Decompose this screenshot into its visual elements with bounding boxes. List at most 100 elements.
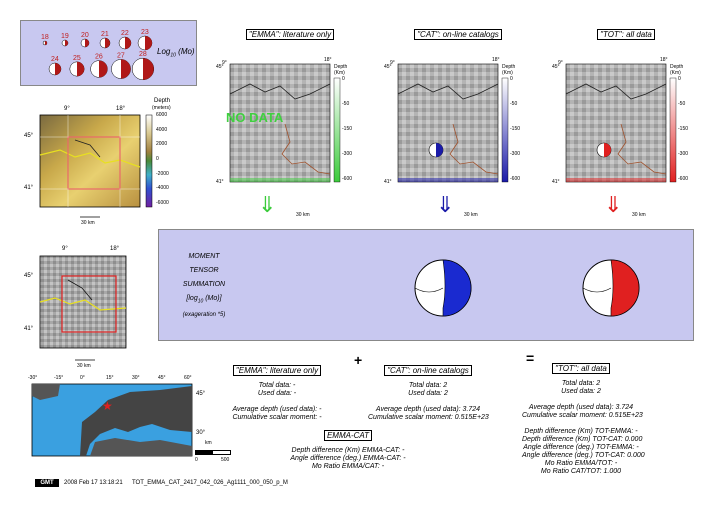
beachball-compression [125,37,131,49]
minimap-mid-lat-1: 41° [24,326,34,332]
world-map-lon-label: 60° [184,375,192,381]
panel-scale-label: 30 km [464,212,478,218]
world-map: ★ -30° -15° 0° 15° 30° 45° 60° 45° 30° [20,372,220,472]
minimap-mid-canvas [39,255,127,361]
stats-cat-title: "CAT": on-line catalogs [384,365,472,376]
minimap-mid-lon-1: 18° [110,246,120,252]
magnitude-legend: 18 19 20 21 22 23 24 25 26 27 28 Log10 (Mo) [20,20,197,86]
stats-line: Depth difference (Km) TOT-CAT: 0.000 [522,436,643,443]
world-map-lon-label: -30° [28,375,38,381]
world-map-lat-0: 45° [196,391,206,397]
stats-emma-title: "EMMA": literature only [232,365,322,376]
panel-depth-tick: -150 [342,126,353,132]
panel-depth-tick: -600 [678,176,689,182]
stats-emmacat-title: EMMA-CAT [323,430,373,441]
tot-beachball [582,259,640,317]
minimap-top-depth-tick: 4000 [156,126,168,133]
stats-line [522,396,640,404]
stats-line: Cumulative scalar moment: - [232,414,322,421]
stats-line [222,398,332,406]
beachball-compression [45,41,47,45]
panel-depth-tick: 0 [678,76,681,82]
panel-depth-tick: -300 [510,151,521,157]
panel-scale-label: 30 km [296,212,310,218]
magnitude-label: 20 [81,32,89,39]
minimap-top-depth-tick: 6000 [156,112,168,118]
magnitude-label: 27 [117,52,125,59]
panel-depth-title: Depth [334,64,348,70]
stats-line: Used data: 2 [561,388,601,395]
minimap-top-lon-0: 9° [64,106,70,112]
beachball-compression [143,58,154,80]
summary-label: MOMENT TENSOR SUMMATION [log10 (Mo)] (ex… [164,250,244,322]
stats-line: Cumulative scalar moment: 0.515E+23 [368,414,489,421]
panel-depth-unit: (Km) [670,70,681,76]
stats-line: Cumulative scalar moment: 0.515E+23 [522,412,643,419]
moment-tensor-summary: MOMENT TENSOR SUMMATION [log10 (Mo)] (ex… [158,229,694,341]
panel-depth-tick: 0 [510,76,513,82]
panel-event-beachball [428,142,444,158]
panel-map [565,63,677,183]
minimap-top-lat-0: 45° [24,133,34,139]
summary-line-1: MOMENT [188,253,220,260]
footer-timestamp: 2008 Feb 17 13:18:21 [64,480,123,486]
stats-line: Used data: 2 [408,390,448,397]
world-map-scale-tick-0: 0 [195,457,198,463]
world-map-scale-unit: km [205,440,212,446]
stats-tot-title: "TOT": all data [552,363,610,374]
beachball-compression [85,39,89,47]
stats-line: Total data: - [258,382,296,389]
no-data-overlay: NO DATA [226,110,284,125]
svg-text:★: ★ [102,399,113,413]
world-map-lon-label: -15° [54,375,64,381]
panel-depth-unit: (Km) [502,70,513,76]
panel-lon-0: 9° [390,60,395,66]
panel-depth-title: Depth [670,64,684,70]
stats-line: Used data: - [257,390,297,397]
beachball-compression [55,63,61,75]
stats-line: Depth difference (Km) TOT-EMMA: - [524,428,638,435]
panel-lat-0: 45° [216,64,224,70]
panel-lon-1: 18° [492,57,500,63]
magnitude-label: 25 [73,55,81,62]
panel-lat-1: 41° [384,179,392,185]
panel-depth-tick: -50 [342,101,350,107]
world-map-scale: km 0 500 [193,440,233,470]
panel-depth-tick: -300 [342,151,353,157]
minimap-top-depth-tick: -4000 [156,185,169,192]
magnitude-label: 24 [51,56,59,63]
summary-line-2: TENSOR [189,267,219,274]
minimap-mid-lon-0: 9° [62,246,68,252]
panel-title: "CAT": on-line catalogs [414,29,502,40]
panel-lat-0: 45° [384,64,392,70]
minimap-mid: 9° 18° 45° 41° 30 km [20,240,130,370]
panel-depth-title: Depth [502,64,516,70]
panel-depth-tick: -600 [510,176,521,182]
stats-emma: "EMMA": literature only Total data: - Use… [222,360,332,422]
minimap-top-depth-ticks: 6000 4000 2000 0 -2000 -4000 -6000 [156,112,190,207]
stats-line: Average depth (used data): - [232,406,322,413]
panel-lon-0: 9° [558,60,563,66]
minimap-top-canvas [39,114,153,218]
cat-beachball [414,259,472,317]
stats-line: Average depth (used data): 3.724 [375,406,481,413]
world-map-scale-bar [195,450,231,455]
panel-lat-1: 41° [552,179,560,185]
beachball-compression [121,59,131,79]
panel-depth-unit: (Km) [334,70,345,76]
panel-0: "EMMA": literature only [210,24,370,224]
stats-line: Mo Ratio EMMA/TOT: - [544,460,618,467]
stats-line [368,398,488,406]
panel-lat-0: 45° [552,64,560,70]
magnitude-label: 19 [61,33,69,40]
panel-depth-tick: -600 [342,176,353,182]
world-map-scale-tick-1: 500 [221,457,230,463]
panel-down-arrow: ⇓ [436,192,455,217]
minimap-top-depth-unit: (meters) [152,105,171,111]
beachball-compression [105,38,110,48]
beachball-compression [65,40,68,46]
gmt-logo: GMT [35,479,59,487]
panel-1: "CAT": on-line catalogs [378,24,538,224]
panel-map [397,63,509,183]
panel-depth-tick: -50 [678,101,686,107]
